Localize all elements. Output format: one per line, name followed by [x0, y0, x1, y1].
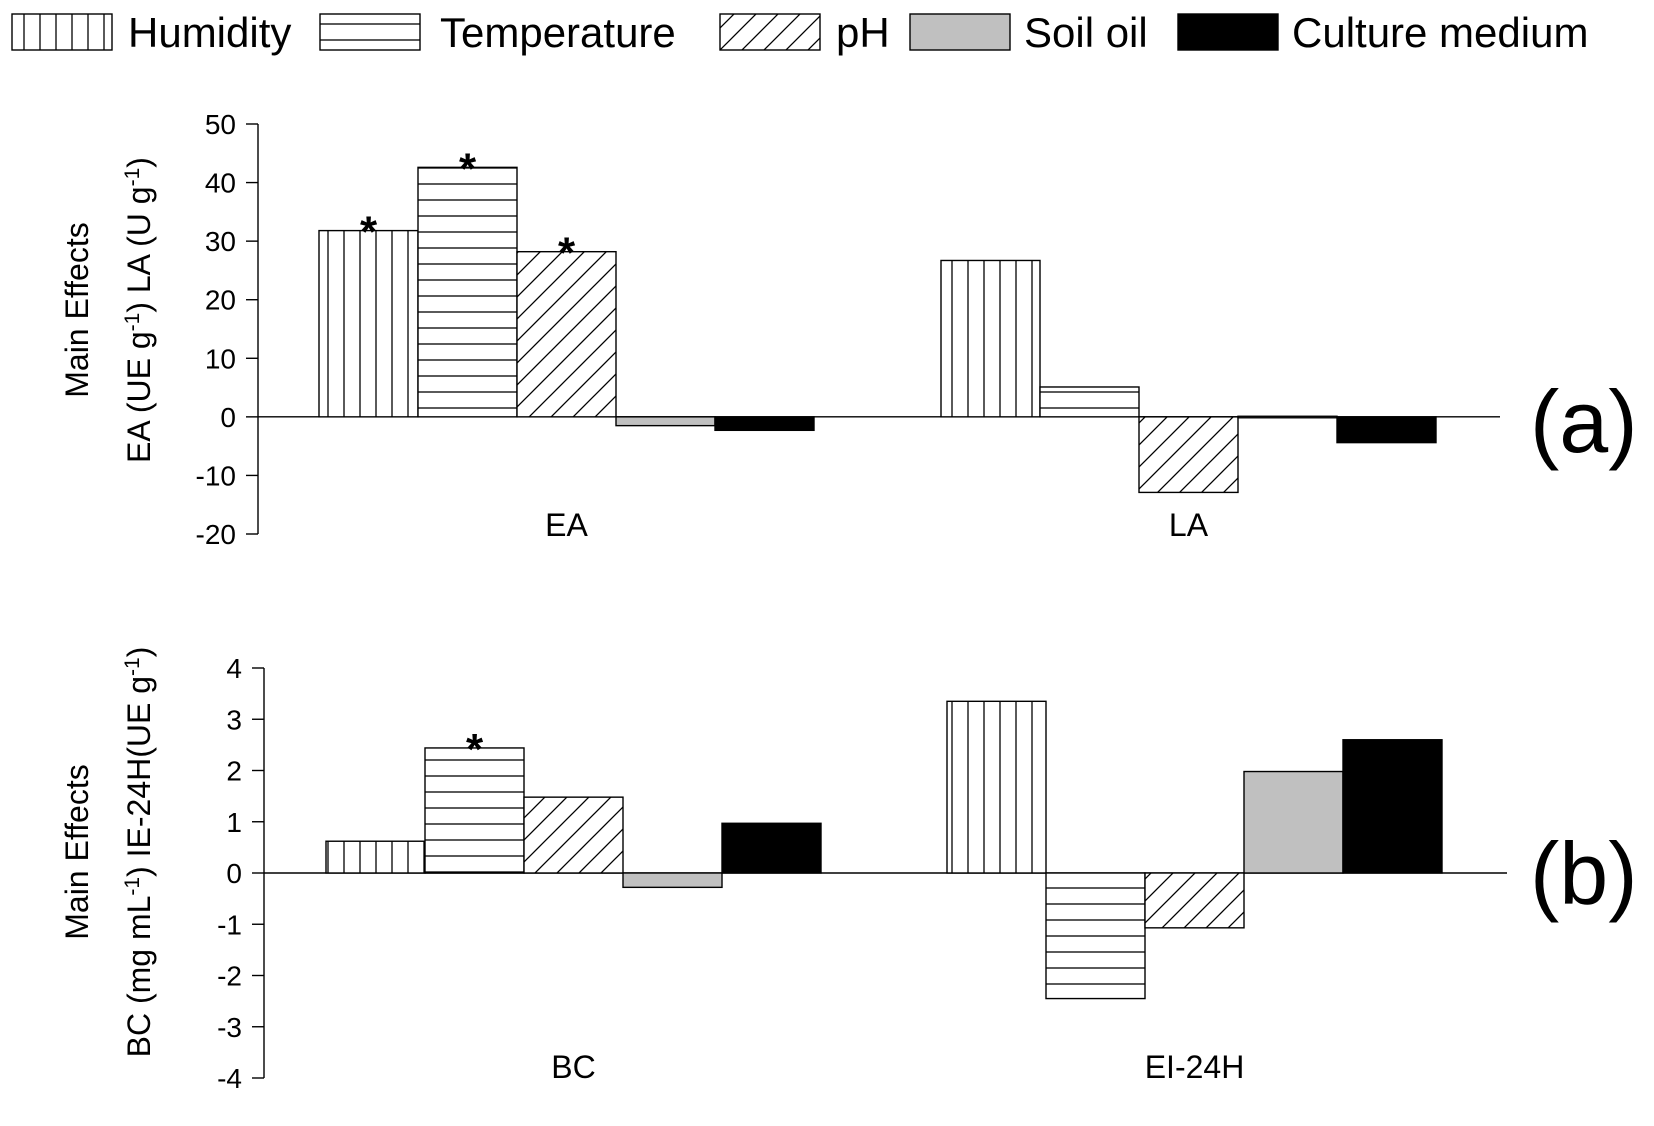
- panel-b-y-tick-label: 4: [226, 653, 242, 684]
- panel-a-y-axis-label-line2: EA (UE g-1) LA (U g-1): [121, 157, 158, 463]
- panel-a-category-label-la: LA: [1169, 507, 1209, 543]
- panel-b-y-tick-label: -3: [217, 1012, 242, 1043]
- panel-b-y-tick-label: 1: [226, 807, 242, 838]
- panel-b-chart: -4 -3 -2 -1 0 1 2 3 4 * BC EI-24H Main Effects BC (mg…: [59, 647, 1638, 1094]
- panel-a-bar-la-soil-oil: [1237, 415, 1338, 419]
- panel-b-y-tick-label: 0: [226, 858, 242, 889]
- panel-b-bar-bc-humidity: [325, 840, 426, 874]
- panel-a-bar-ea-temperature: [417, 166, 518, 418]
- legend-swatch-culture-medium: [1177, 13, 1279, 51]
- panel-a-y-tick-label: -20: [196, 519, 236, 550]
- panel-a-bar-ea-humidity: [318, 229, 419, 418]
- panel-b-y-tick-label: 2: [226, 756, 242, 787]
- panel-b-y-axis-label-line1: Main Effects: [59, 764, 95, 939]
- panel-b-category-label-ei-24h: EI-24H: [1145, 1049, 1245, 1085]
- panel-b-panel-tag: (b): [1530, 824, 1638, 923]
- panel-a-y-tick-label: 40: [205, 168, 236, 199]
- panel-a-bar-la-ph: [1138, 416, 1239, 494]
- legend-label-culture-medium: Culture medium: [1292, 9, 1588, 56]
- legend-label-soil-oil: Soil oil: [1024, 9, 1148, 56]
- legend-swatch-temperature: [319, 13, 421, 51]
- panel-a-significance-mark: *: [360, 208, 378, 257]
- panel-a-y-tick-label: 10: [205, 343, 236, 374]
- panel-a-bar-ea-culture-medium: [714, 416, 815, 432]
- panel-a-significance-mark: *: [558, 229, 576, 278]
- panel-a-bar-la-temperature: [1039, 386, 1140, 418]
- panel-b-bar-ei-24h-culture-medium: [1342, 739, 1443, 874]
- panel-b-bar-bc-ph: [523, 796, 624, 874]
- panel-a-bar-la-culture-medium: [1336, 416, 1437, 444]
- panel-a-y-tick-label: 20: [205, 285, 236, 316]
- legend-label-ph: pH: [836, 9, 890, 56]
- legend-swatch-soil-oil: [909, 13, 1011, 51]
- panel-a-y-tick-label: -10: [196, 460, 236, 491]
- panel-a-y-tick-label: 0: [220, 402, 236, 433]
- panel-a-y-tick-label: 30: [205, 226, 236, 257]
- panel-a-chart: -20 -10 0 10 20 30 40 50 * * * EA LA Main Effects EA (…: [59, 109, 1638, 550]
- panel-b-bar-ei-24h-temperature: [1045, 872, 1146, 1000]
- panel-a-significance-mark: *: [459, 144, 477, 193]
- panel-a-panel-tag: (a): [1530, 372, 1638, 471]
- panel-b-y-tick-label: -4: [217, 1063, 242, 1094]
- panel-a-y-tick-label: 50: [205, 109, 236, 140]
- panel-b-y-tick-label: 3: [226, 704, 242, 735]
- panel-a-bar-ea-ph: [516, 250, 617, 418]
- legend-label-humidity: Humidity: [128, 9, 291, 56]
- panel-a-y-axis-label: Main Effects EA (UE g-1) LA (U g-1): [59, 157, 157, 463]
- panel-b-bar-ei-24h-humidity: [946, 700, 1047, 874]
- panel-b-bar-bc-soil-oil: [622, 872, 723, 889]
- panel-b-y-tick-label: -2: [217, 961, 242, 992]
- panel-b-y-axis-label: Main Effects BC (mg mL-1) IE-24H(UE g-1): [59, 647, 157, 1058]
- panel-b-category-label-bc: BC: [551, 1049, 595, 1085]
- legend-swatch-humidity: [11, 13, 113, 51]
- panel-b-bar-ei-24h-soil-oil: [1243, 770, 1344, 874]
- legend-swatch-ph: [719, 13, 821, 51]
- legend: Humidity Temperature pH Soil oil Culture med…: [11, 9, 1588, 56]
- panel-b-significance-mark: *: [466, 725, 484, 774]
- panel-b-bar-ei-24h-ph: [1144, 872, 1245, 929]
- panel-b-y-tick-label: -1: [217, 909, 242, 940]
- panel-a-bar-la-humidity: [940, 259, 1041, 418]
- panel-b-y-axis-label-line2: BC (mg mL-1) IE-24H(UE g-1): [121, 647, 158, 1058]
- panel-a-category-label-ea: EA: [545, 507, 588, 543]
- panel-a-y-axis-label-line1: Main Effects: [59, 222, 95, 397]
- panel-a-bar-ea-soil-oil: [615, 416, 716, 427]
- legend-label-temperature: Temperature: [440, 9, 676, 56]
- panel-b-bar-bc-culture-medium: [721, 822, 822, 874]
